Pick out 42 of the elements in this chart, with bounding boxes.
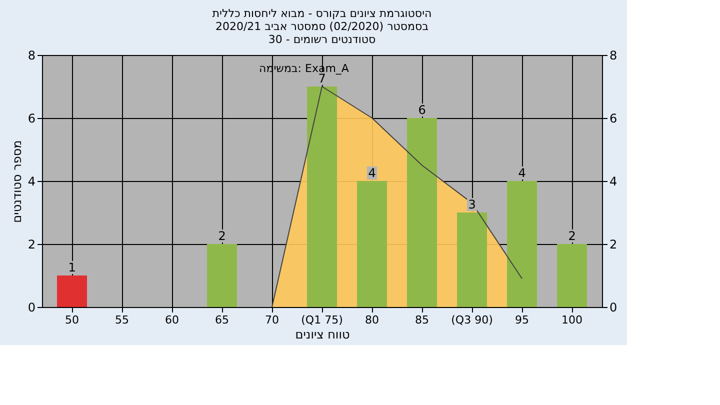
y-axis-title: מספר סטודנטים [10,140,24,223]
x-tick-label: 50 [65,314,79,326]
bar [57,276,87,307]
y2-tick-label: 2 [610,238,618,252]
x-tick-label: 80 [365,314,379,326]
x-tick-label: 95 [515,314,529,326]
y2-tick-label: 0 [610,300,618,314]
x-tick-label: 70 [265,314,279,326]
x-tick-label: 55 [115,314,129,326]
data-label: 2 [218,229,226,243]
data-label: 7 [318,72,326,86]
text: היסטוגרמת ציונים בקורס - מבוא ליחסות כללית [212,7,432,20]
x-tick-label: 85 [415,314,429,326]
y2-tick-label: 4 [610,174,618,188]
bar [207,244,237,307]
x-axis-title: טווח ציונים [295,328,350,342]
bar [407,118,437,307]
y-tick-label: 4 [28,174,36,188]
y-tick-label: 2 [28,238,36,252]
x-tick-label: 100 [562,314,582,326]
x-tick-label: (Q3 90) [451,314,493,326]
y2-tick-label: 8 [610,48,618,62]
bar [457,212,487,307]
y2-tick-label: 6 [610,112,618,126]
data-label: 4 [368,166,376,180]
bar [307,86,337,307]
y-tick-label: 6 [28,112,36,126]
x-tick-label: 60 [165,314,179,326]
data-label: 1 [68,260,76,274]
bar [357,181,387,307]
data-label: 4 [518,166,526,180]
data-label: 6 [418,103,426,117]
data-label: 3 [468,198,476,212]
bar [557,244,587,307]
data-label: 2 [568,229,576,243]
text: סטודנטים רשומים - 30 [268,33,376,46]
x-tick-label: (Q1 75) [301,314,343,326]
x-tick-label: 65 [215,314,229,326]
y-tick-label: 0 [28,300,36,314]
text: בסמסטר (02/2020) סמסטר אביב 2020/21 [215,20,429,33]
y-tick-label: 8 [28,48,36,62]
bar [507,181,537,307]
